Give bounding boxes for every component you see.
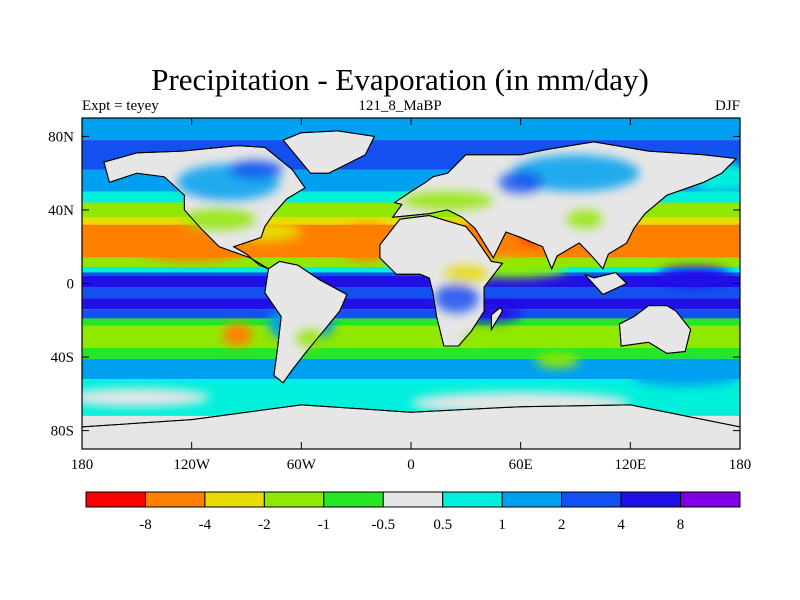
y-tick-label: 0 — [67, 277, 75, 293]
coastline — [82, 404, 740, 449]
x-tick-label: 0 — [407, 457, 415, 473]
coastline — [490, 306, 503, 332]
land-patch — [295, 329, 326, 348]
land-patch — [228, 160, 284, 179]
x-tick-label: 180 — [729, 457, 752, 473]
land-anomalies — [177, 154, 640, 348]
colorbar-swatch — [204, 491, 265, 508]
coastline — [379, 214, 504, 347]
anomaly-patch — [82, 388, 210, 407]
colorbar-swatch — [382, 491, 444, 508]
colorbar-label: 4 — [617, 517, 625, 533]
x-tick-label: 60E — [509, 457, 533, 473]
land-patch — [464, 331, 486, 347]
coastline — [391, 141, 738, 271]
colorbar-label: -1 — [318, 517, 331, 533]
anomaly-patch — [630, 364, 740, 387]
y-tick-label: 40N — [48, 203, 74, 219]
colorbar-label: -2 — [258, 517, 271, 533]
colorbar-swatch — [323, 491, 384, 508]
axes: 180 120W 60W 0 60E 120E 180 80N 40N 0 40S 80S — [48, 118, 751, 473]
coastline — [282, 130, 376, 174]
land-patch — [498, 171, 543, 194]
coastline — [618, 305, 692, 354]
colorbar-label: 8 — [677, 517, 685, 533]
field-band — [82, 287, 740, 299]
colorbar: -8 -4 -2 -1 -0.5 0.5 1 2 4 8 — [85, 491, 741, 533]
anomaly-patch — [339, 224, 391, 262]
land-patch — [434, 283, 479, 313]
experiment-label: Expt = teyey — [82, 98, 159, 114]
colorbar-label: -4 — [199, 517, 212, 533]
anomaly-patch — [535, 353, 580, 369]
colorbar-swatch — [85, 491, 146, 508]
anomaly-patch — [657, 266, 731, 286]
x-tick-label: 180 — [71, 457, 94, 473]
field-band — [82, 309, 740, 319]
x-tick-label: 60W — [287, 457, 317, 473]
colorbar-swatch — [680, 491, 741, 508]
coastline — [103, 145, 306, 270]
colorbar-label: 0.5 — [433, 517, 452, 533]
field-band — [82, 347, 740, 359]
x-tick-label: 120E — [614, 457, 646, 473]
colorbar-label: 1 — [498, 517, 506, 533]
map-area — [82, 118, 740, 449]
colorbar-swatch — [263, 491, 325, 508]
colorbar-label: 2 — [558, 517, 566, 533]
coastline — [264, 260, 348, 384]
colorbar-label: -0.5 — [371, 517, 395, 533]
land-patch — [443, 265, 488, 284]
y-tick-label: 80S — [51, 424, 74, 440]
colorbar-swatch — [501, 491, 563, 508]
land-patch — [182, 208, 256, 231]
y-tick-label: 40S — [51, 350, 74, 366]
land-patch — [566, 209, 603, 229]
subtitle-period: 121_8_MaBP — [358, 98, 442, 114]
field-band — [82, 298, 740, 310]
land-patch — [511, 154, 640, 192]
x-tick-label: 120W — [173, 457, 211, 473]
field-band — [82, 318, 740, 326]
field-band — [82, 118, 740, 141]
colorbar-swatch — [620, 491, 682, 508]
coastline — [584, 271, 628, 296]
coastlines — [82, 130, 740, 449]
y-tick-label: 80N — [48, 129, 74, 145]
field-band — [82, 276, 740, 288]
anomaly-patch — [222, 323, 252, 347]
colorbar-swatch — [144, 491, 206, 508]
season-label: DJF — [714, 98, 740, 114]
colorbar-label: -8 — [139, 517, 152, 533]
colorbar-swatch — [561, 491, 622, 508]
colorbar-swatch — [442, 491, 503, 508]
chart-title: Precipitation - Evaporation (in mm/day) — [151, 62, 649, 97]
land-patch — [401, 191, 494, 210]
